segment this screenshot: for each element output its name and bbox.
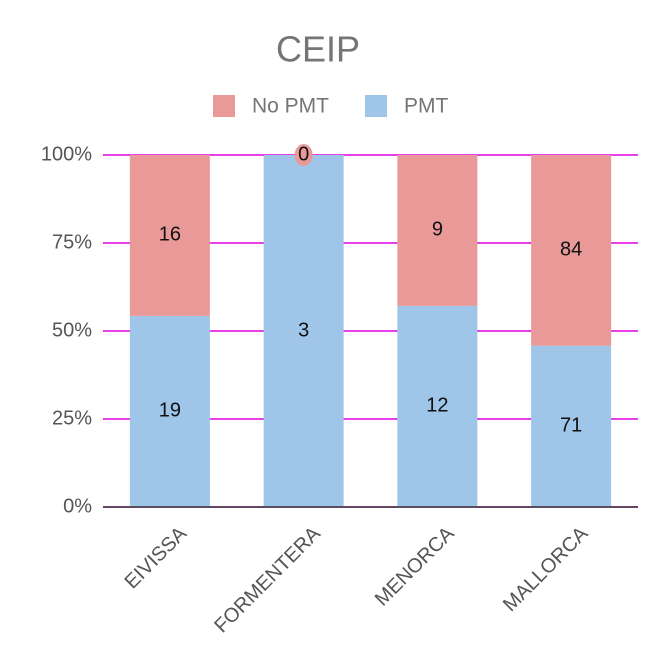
bar-segment	[129, 155, 210, 316]
x-tick-label: MENORCA	[371, 522, 459, 610]
bar-segment	[397, 155, 478, 306]
bar-segment	[263, 155, 344, 507]
label-bg	[294, 144, 313, 166]
y-tick-label: 100%	[41, 143, 92, 165]
data-label: 0	[298, 143, 309, 165]
legend-swatch	[365, 95, 388, 117]
data-label: 3	[298, 319, 309, 341]
data-label: 84	[560, 239, 582, 261]
data-label: 71	[560, 415, 582, 437]
x-tick-label: FORMENTERA	[210, 522, 325, 637]
y-tick-label: 50%	[52, 319, 92, 341]
y-tick-label: 0%	[63, 495, 92, 517]
x-tick-label: MALLORCA	[499, 522, 593, 616]
legend-swatch	[213, 95, 235, 117]
data-label: 16	[159, 224, 181, 246]
bar-segment	[531, 155, 612, 346]
chart-title: CEIP	[276, 29, 360, 70]
bar-segment	[397, 305, 478, 507]
legend-label: PMT	[404, 95, 449, 118]
data-label: 19	[159, 400, 181, 422]
data-label: 9	[432, 219, 443, 241]
data-label: 12	[426, 395, 448, 417]
x-tick-label: EIVISSA	[121, 522, 192, 593]
bar-segment	[531, 345, 612, 507]
y-tick-label: 75%	[52, 231, 92, 253]
legend-label: No PMT	[252, 95, 329, 118]
bar-segment	[129, 315, 210, 507]
y-tick-label: 25%	[52, 407, 92, 429]
